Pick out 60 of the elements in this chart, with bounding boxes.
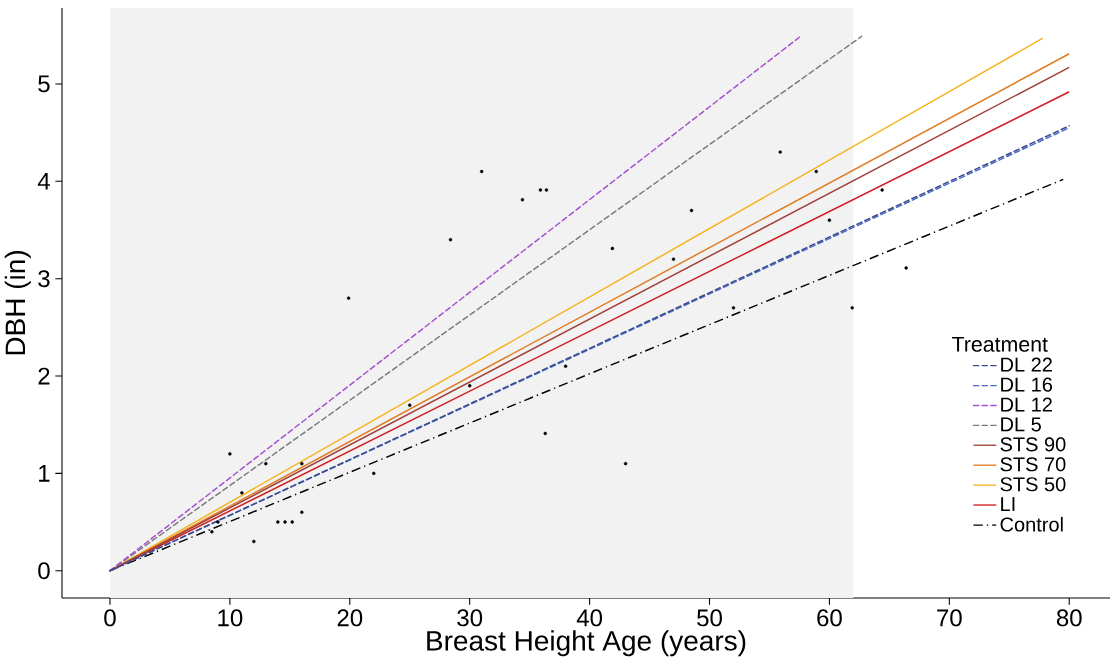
- y-tick-label: 3: [38, 270, 50, 288]
- point: [778, 150, 782, 154]
- x-tick-label: 30: [457, 609, 483, 627]
- legend-label: DL 22: [1001, 357, 1052, 372]
- point: [850, 306, 854, 310]
- legend-label: Control: [1000, 516, 1063, 532]
- legend-label: DL 5: [1001, 417, 1041, 432]
- point: [252, 539, 256, 544]
- point: [372, 471, 376, 476]
- point: [520, 198, 525, 202]
- point: [240, 491, 244, 495]
- point: [300, 510, 304, 515]
- point: [543, 431, 547, 436]
- x-tick-label: 0: [104, 609, 116, 627]
- y-tick-label: 2: [38, 367, 50, 385]
- point: [880, 188, 884, 192]
- legend-label: DL 12: [1001, 397, 1052, 412]
- point: [689, 208, 694, 213]
- point: [283, 520, 287, 524]
- x-tick-label: 70: [937, 609, 962, 627]
- legend-title: Treatment: [952, 336, 1048, 352]
- point: [448, 237, 453, 242]
- x-tick-label: 20: [337, 609, 363, 627]
- point: [228, 452, 232, 456]
- y-tick-label: 4: [37, 173, 50, 190]
- point: [904, 266, 908, 270]
- point: [346, 296, 351, 300]
- point: [408, 403, 412, 407]
- point: [479, 169, 484, 174]
- legend-label: STS 90: [1000, 437, 1066, 452]
- point: [671, 257, 676, 261]
- x-tick-label: 80: [1056, 609, 1082, 627]
- point: [563, 364, 568, 369]
- point: [300, 461, 304, 466]
- point: [610, 246, 615, 251]
- point: [264, 461, 268, 466]
- legend-label: STS 70: [1000, 457, 1066, 472]
- x-tick-label: 50: [697, 609, 722, 627]
- y-tick-label: 0: [38, 562, 50, 580]
- x-axis-title: Breast Height Age (years): [427, 630, 746, 657]
- point: [210, 530, 214, 534]
- point: [814, 169, 818, 174]
- point: [290, 520, 294, 524]
- point: [731, 306, 736, 310]
- legend-label: DL 16: [1001, 377, 1053, 392]
- point: [216, 520, 220, 524]
- point: [544, 188, 549, 192]
- x-tick-label: 40: [576, 609, 603, 627]
- point: [467, 384, 472, 388]
- x-tick-label: 60: [817, 609, 842, 627]
- point: [276, 520, 280, 524]
- legend-label: LI: [1001, 497, 1015, 511]
- point: [538, 188, 543, 192]
- x-tick-label: 10: [218, 609, 243, 627]
- y-tick-label: 1: [39, 465, 50, 482]
- legend-label: STS 50: [1000, 477, 1066, 492]
- point: [827, 218, 832, 222]
- y-tick-label: 5: [38, 75, 50, 93]
- y-axis-title: DBH (in): [4, 251, 31, 355]
- point: [623, 461, 628, 466]
